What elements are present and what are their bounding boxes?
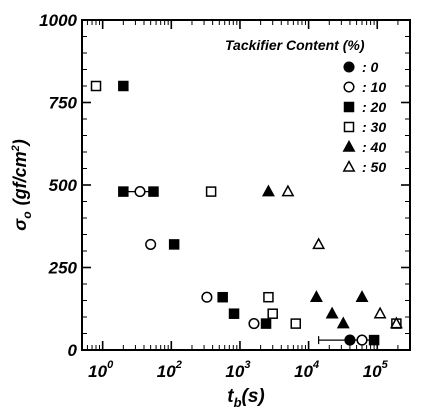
data-point-40pct — [309, 290, 323, 302]
data-point-20pct — [260, 318, 272, 329]
data-point-30pct — [290, 318, 302, 329]
legend-label: : 40 — [362, 139, 386, 155]
data-point-20pct — [228, 308, 240, 319]
legend-label: : 0 — [362, 59, 379, 75]
axis-tick-labels: 100 102 103 104 105 0 250 500 750 1000 — [39, 11, 388, 381]
x-tick-label: 100 — [88, 359, 114, 381]
y-tick-label: 750 — [49, 94, 78, 113]
error-bars — [122, 187, 375, 345]
legend-marker-open-circle — [343, 81, 355, 93]
data-point-30pct — [205, 186, 217, 197]
legend-marker-filled-square — [343, 101, 355, 113]
data-point-40pct — [355, 290, 369, 302]
data-point-30pct — [267, 308, 278, 319]
legend-marker-open-triangle — [342, 159, 356, 172]
y-tick-label: 250 — [48, 259, 78, 278]
data-point-20pct — [368, 334, 380, 346]
data-point-50pct — [373, 306, 387, 319]
x-axis-title: tb(s) — [227, 386, 265, 410]
data-point-20pct — [217, 291, 228, 303]
data-point-10pct — [145, 238, 157, 250]
data-point-50pct — [389, 316, 403, 329]
y-axis-title: σo(gf/cm2) — [10, 139, 34, 230]
data-point-0pct — [344, 334, 356, 346]
x-tick-label: 102 — [157, 359, 182, 381]
data-point-10pct — [248, 318, 260, 330]
data-point-50pct — [281, 184, 295, 197]
legend: Tackifier Content (%) : 0 : 10 : 20 : 30 : 4… — [225, 37, 386, 175]
x-tick-label: 103 — [225, 359, 250, 381]
axis-ticks — [81, 19, 411, 351]
legend-title: Tackifier Content (%) — [225, 37, 365, 53]
legend-label: : 30 — [362, 119, 386, 135]
y-tick-label: 1000 — [39, 11, 77, 30]
y-tick-label: 0 — [68, 341, 78, 360]
data-point-40pct — [336, 316, 350, 329]
data-point-40pct — [261, 184, 275, 197]
x-tick-label: 104 — [294, 359, 319, 381]
data-point-10pct — [356, 334, 368, 346]
legend-label: : 10 — [362, 79, 386, 95]
legend-marker-filled-circle — [343, 61, 355, 73]
data-point-50pct — [312, 237, 326, 250]
data-point-30pct — [263, 291, 274, 303]
legend-label: : 20 — [362, 99, 386, 115]
data-point-20pct — [148, 186, 159, 197]
x-tick-label: 105 — [363, 359, 389, 381]
data-points — [90, 80, 403, 346]
y-tick-label: 500 — [49, 176, 78, 195]
data-point-40pct — [325, 306, 339, 319]
legend-entries: : 0 : 10 : 20 : 30 : 40 : 50 — [342, 59, 386, 175]
data-point-10pct — [134, 186, 146, 198]
data-point-20pct — [118, 80, 129, 92]
legend-label: : 50 — [362, 159, 386, 175]
data-point-30pct — [90, 80, 102, 92]
data-point-20pct — [168, 239, 180, 250]
data-point-10pct — [201, 291, 213, 303]
legend-marker-open-square — [343, 121, 355, 133]
data-point-20pct — [118, 186, 129, 197]
legend-marker-filled-triangle — [342, 139, 356, 152]
